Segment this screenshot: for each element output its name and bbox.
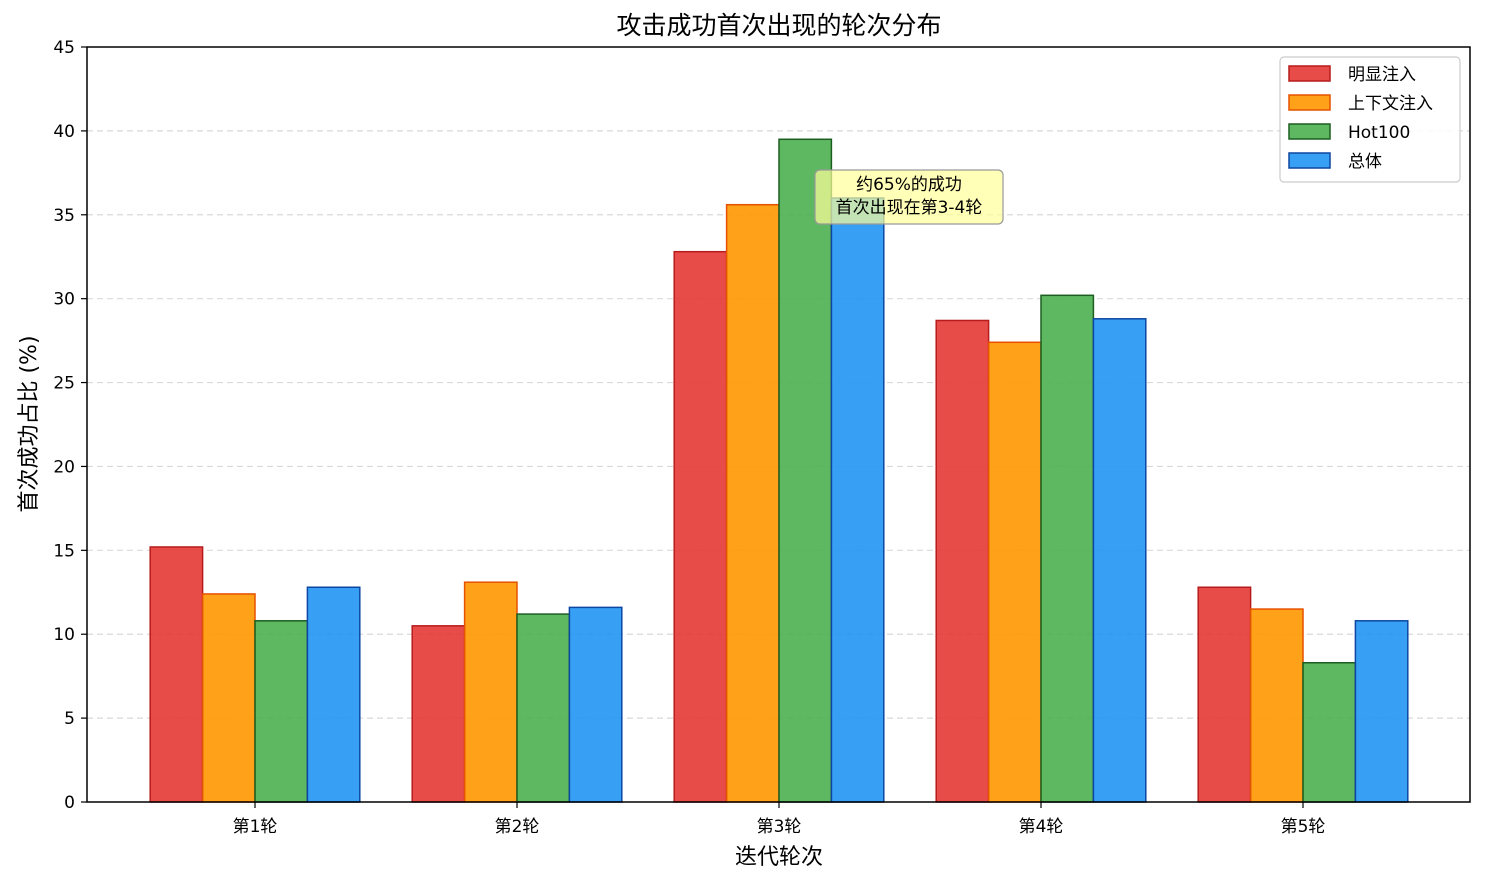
y-tick-label: 35 — [53, 206, 75, 226]
x-axis-ticks: 第1轮 第2轮 第3轮 第4轮 第5轮 — [233, 802, 1326, 837]
bar — [830, 197, 885, 803]
bar — [935, 319, 990, 803]
chart-title: 攻击成功首次出现的轮次分布 — [616, 11, 941, 40]
bar — [149, 546, 204, 803]
bar — [411, 625, 466, 803]
bar — [1249, 608, 1304, 803]
legend-label: 总体 — [1348, 152, 1382, 172]
bar — [987, 341, 1042, 803]
legend-swatch — [1288, 94, 1331, 111]
annotation-box — [814, 169, 1004, 225]
annotation-line: 约65%的成功 — [856, 175, 962, 195]
y-tick-label: 0 — [64, 793, 75, 813]
bars — [149, 138, 1409, 803]
bar — [254, 620, 309, 803]
annotation-line: 首次出现在第3-4轮 — [836, 198, 983, 218]
bar — [516, 613, 571, 803]
x-tick-label: 第5轮 — [1281, 817, 1326, 837]
bar — [1092, 318, 1147, 803]
bar — [1302, 661, 1357, 803]
x-tick-label: 第1轮 — [233, 817, 278, 837]
x-tick-label: 第4轮 — [1019, 817, 1064, 837]
y-tick-label: 30 — [53, 290, 75, 310]
y-tick-label: 15 — [53, 541, 75, 561]
bar — [463, 581, 518, 803]
y-tick-label: 20 — [53, 457, 75, 477]
bar — [778, 138, 833, 803]
x-axis-title: 迭代轮次 — [735, 845, 823, 870]
y-tick-label: 10 — [53, 625, 75, 645]
legend-swatch — [1288, 152, 1331, 169]
legend-label: 明显注入 — [1348, 65, 1416, 85]
legend-box — [1279, 56, 1461, 183]
bar — [673, 250, 728, 803]
bar — [1197, 586, 1252, 803]
y-tick-label: 5 — [64, 709, 75, 729]
legend-swatch — [1288, 65, 1331, 82]
x-tick-label: 第3轮 — [757, 817, 802, 837]
bar — [568, 606, 623, 803]
y-axis-title: 首次成功占比 (%) — [17, 335, 42, 512]
x-tick-label: 第2轮 — [495, 817, 540, 837]
legend-label: Hot100 — [1348, 123, 1410, 143]
y-tick-label: 40 — [53, 122, 75, 142]
bar — [725, 203, 780, 803]
legend-swatch — [1288, 123, 1331, 140]
y-tick-label: 25 — [53, 374, 75, 394]
bar — [1354, 620, 1409, 803]
y-axis-ticks: 0 5 10 15 20 25 30 35 40 45 — [53, 38, 87, 813]
bar — [306, 586, 361, 803]
legend-label: 上下文注入 — [1348, 94, 1433, 114]
bar — [201, 593, 256, 803]
bar — [1040, 294, 1095, 803]
y-tick-label: 45 — [53, 38, 75, 58]
